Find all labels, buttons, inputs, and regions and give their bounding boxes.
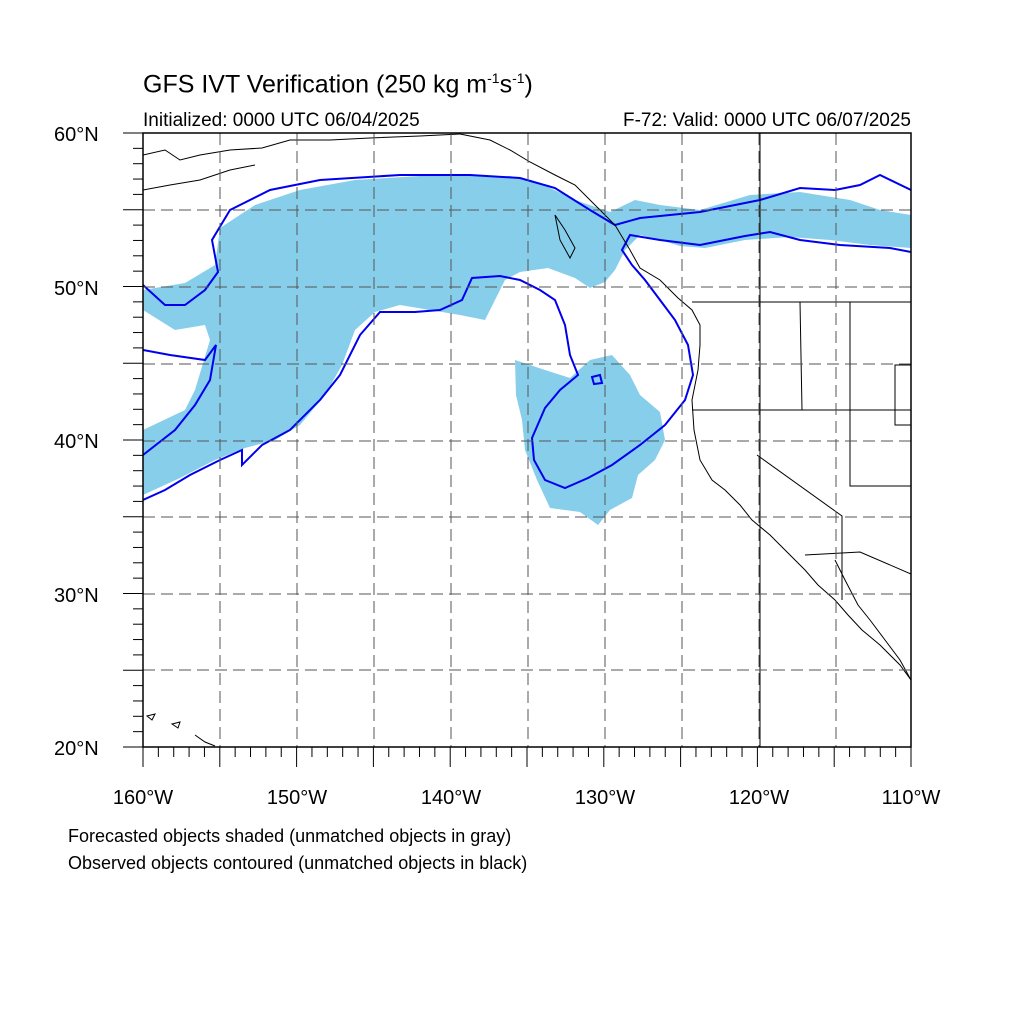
forecast-object-notch [143, 310, 210, 430]
lon-axis-labels: 160°W 150°W 140°W 130°W 120°W 110°W [113, 787, 941, 809]
coastlines [143, 133, 911, 747]
lon-label-140: 140°W [421, 787, 481, 809]
observed-contour-small [590, 373, 604, 386]
lon-label-150: 150°W [267, 787, 327, 809]
observed-contour-inner [143, 344, 217, 456]
forecast-object-south [515, 355, 665, 525]
valid-time-label: F-72: Valid: 0000 UTC 06/07/2025 [623, 110, 911, 131]
initialized-label: Initialized: 0000 UTC 06/04/2025 [143, 110, 420, 131]
lat-label-30: 30°N [54, 585, 99, 607]
lon-label-110: 110°W [882, 787, 941, 809]
legend-observed: Observed objects contoured (unmatched ob… [68, 853, 528, 873]
lat-label-50: 50°N [54, 278, 99, 300]
lon-label-120: 120°W [729, 787, 789, 809]
lon-label-160: 160°W [113, 787, 173, 809]
legend-forecast: Forecasted objects shaded (unmatched obj… [68, 826, 512, 846]
lat-axis-labels: 60°N 50°N 40°N 30°N 20°N [54, 124, 99, 760]
forecast-object-main [143, 176, 911, 495]
lat-label-60: 60°N [54, 124, 99, 146]
lon-label-130: 130°W [575, 787, 635, 809]
gridlines [143, 133, 911, 747]
chart-title: GFS IVT Verification (250 kg m-1s-1) [143, 70, 533, 99]
lat-label-40: 40°N [54, 431, 99, 453]
axis-ticks [123, 132, 912, 767]
observed-contour-main [143, 173, 911, 501]
lat-label-20: 20°N [54, 738, 99, 760]
